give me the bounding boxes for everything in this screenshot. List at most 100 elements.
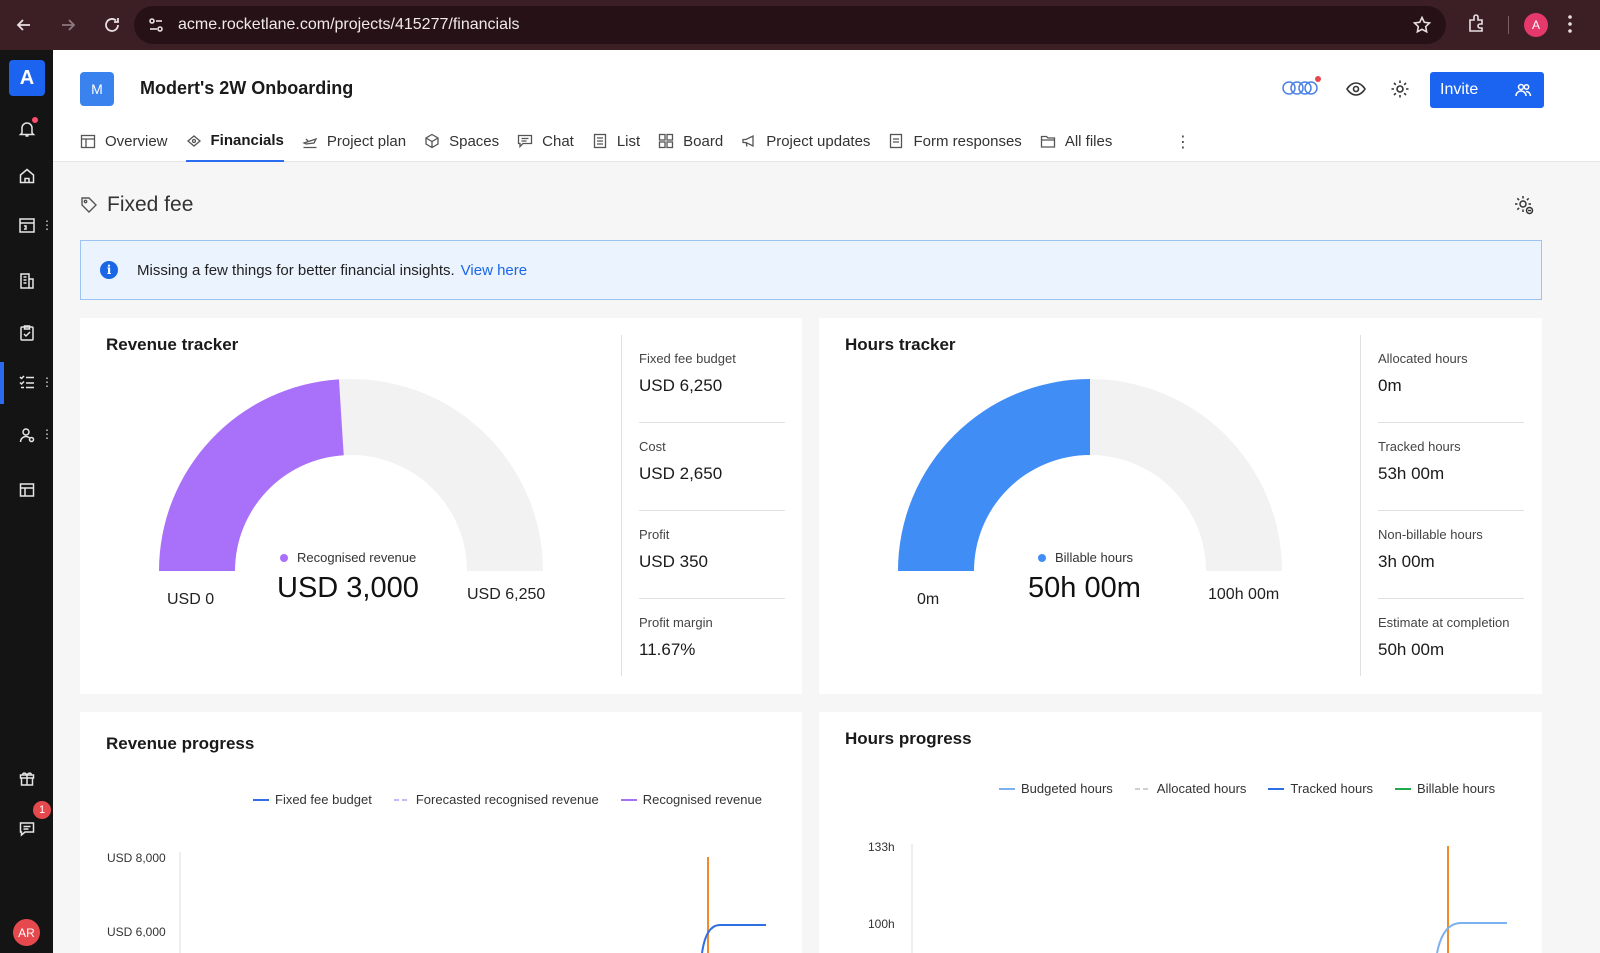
app-sidebar: A ⋮ ⋮ ⋮ 1 AR (0, 50, 53, 953)
y-tick-label: 100h (868, 917, 895, 931)
tab-project-plan[interactable]: Project plan (302, 122, 406, 160)
eye-icon[interactable] (1345, 78, 1367, 100)
revenue-tracker-title: Revenue tracker (106, 335, 239, 354)
view-here-link[interactable]: View here (460, 261, 528, 279)
gauge-min-label: 0m (917, 591, 940, 608)
stat-tracked-hours: Tracked hours 53h 00m (1378, 423, 1524, 511)
browser-menu-icon[interactable] (1568, 14, 1572, 39)
hours-tracker-title: Hours tracker (845, 335, 956, 354)
tab-label: Project plan (326, 132, 407, 150)
people-icon[interactable] (14, 422, 40, 448)
stat-label: Profit margin (639, 615, 713, 630)
legend-fixed-fee-budget[interactable]: Fixed fee budget (253, 792, 372, 807)
revenue-progress-card: Revenue progress Fixed fee budget Foreca… (80, 712, 802, 953)
add-people-icon (1515, 83, 1532, 97)
browser-profile-avatar[interactable]: A (1524, 13, 1548, 37)
notification-dot (31, 116, 39, 124)
projects-more-icon[interactable]: ⋮ (41, 218, 53, 232)
templates-icon[interactable] (14, 477, 40, 503)
feedback-chat-icon[interactable] (14, 816, 40, 842)
tab-list[interactable]: List (592, 122, 640, 160)
folder-icon (1040, 135, 1055, 148)
tab-form-responses[interactable]: Form responses (888, 122, 1022, 160)
arrow-right-icon (62, 19, 76, 31)
legend-forecasted-recognised-revenue[interactable]: Forecasted recognised revenue (393, 792, 599, 807)
y-tick-label: 133h (868, 840, 895, 854)
legend-swatch (253, 798, 269, 801)
billable-hours-value: 50h 00m (1028, 572, 1141, 604)
stat-allocated-hours: Allocated hours 0m (1378, 335, 1524, 423)
stat-label: Fixed fee budget (639, 351, 736, 366)
hours-gauge-fill (898, 379, 1090, 571)
checklist-more-icon[interactable]: ⋮ (41, 375, 53, 389)
legend-billable-hours[interactable]: Billable hours (1395, 781, 1495, 796)
more-tabs-icon[interactable]: ⋮ (1175, 134, 1191, 151)
stat-profit: Profit USD 350 (639, 511, 785, 599)
stat-non-billable-hours: Non-billable hours 3h 00m (1378, 511, 1524, 599)
hours-tracker-card: Hours tracker Billable hours 50h 00m 0m … (819, 318, 1542, 694)
settings-gear-icon[interactable] (1389, 78, 1411, 100)
team-members-icon[interactable] (1281, 78, 1319, 98)
reload-button[interactable] (92, 5, 132, 45)
recognised-revenue-value: USD 3,000 (277, 572, 419, 604)
legend-label: Billable hours (1417, 781, 1496, 796)
stat-value: USD 2,650 (639, 464, 723, 483)
tab-all-files[interactable]: All files (1040, 122, 1112, 160)
notifications-bell-icon[interactable] (14, 116, 40, 142)
tab-spaces[interactable]: Spaces (424, 122, 499, 160)
legend-dot (280, 553, 288, 562)
tab-financials[interactable]: Financials (185, 122, 284, 162)
tab-label: Overview (105, 132, 168, 150)
customers-building-icon[interactable] (14, 268, 40, 294)
app-logo[interactable]: A (9, 60, 45, 96)
projects-calendar-icon[interactable] (14, 212, 40, 238)
banner-message: Missing a few things for better financia… (137, 261, 455, 279)
tab-overview[interactable]: Overview (80, 122, 168, 160)
bookmark-star-icon[interactable] (1412, 15, 1432, 40)
tab-chat[interactable]: Chat (517, 122, 574, 160)
stat-label: Non-billable hours (1378, 527, 1483, 542)
checklist-icon[interactable] (14, 369, 40, 395)
people-more-icon[interactable]: ⋮ (41, 427, 53, 441)
project-tabs: Overview Financials Project plan Spaces … (80, 122, 1130, 162)
tab-label: Form responses (913, 132, 1022, 150)
tab-board[interactable]: Board (658, 122, 723, 160)
stat-value: 3h 00m (1378, 552, 1435, 571)
stat-value: USD 6,250 (639, 376, 723, 395)
calendar-icon (80, 134, 96, 149)
stat-value: 53h 00m (1378, 464, 1445, 483)
financial-settings-icon[interactable] (1513, 194, 1535, 216)
address-bar[interactable]: acme.rocketlane.com/projects/415277/fina… (134, 6, 1446, 44)
browser-toolbar: acme.rocketlane.com/projects/415277/fina… (0, 0, 1600, 50)
stat-label: Estimate at completion (1378, 615, 1510, 630)
site-settings-icon[interactable] (138, 7, 174, 43)
cube-icon (425, 133, 439, 149)
stat-label: Profit (639, 527, 670, 542)
gift-icon[interactable] (14, 765, 40, 791)
tab-label: Spaces (449, 132, 500, 150)
home-icon[interactable] (14, 163, 40, 189)
hours-gauge-legend: Billable hours (1038, 550, 1133, 565)
legend-recognised-revenue[interactable]: Recognised revenue (620, 792, 762, 807)
user-avatar[interactable]: AR (13, 919, 40, 946)
legend-budgeted-hours[interactable]: Budgeted hours (999, 781, 1113, 796)
legend-tracked-hours[interactable]: Tracked hours (1268, 781, 1373, 796)
legend-swatch (1268, 787, 1285, 790)
info-icon: i (100, 261, 118, 279)
gauge-min-label: USD 0 (167, 591, 215, 608)
url-text: acme.rocketlane.com/projects/415277/fina… (178, 16, 520, 33)
extensions-icon[interactable] (1466, 12, 1488, 39)
forward-button[interactable] (48, 5, 88, 45)
tasks-clipboard-icon[interactable] (14, 320, 40, 346)
section-title-text: Fixed fee (107, 193, 194, 216)
invite-button[interactable]: Invite (1430, 72, 1544, 108)
legend-allocated-hours[interactable]: Allocated hours (1134, 781, 1246, 796)
megaphone-icon (742, 134, 754, 148)
y-tick-label: USD 8,000 (107, 851, 166, 865)
tab-project-updates[interactable]: Project updates (741, 122, 870, 160)
legend-label: Fixed fee budget (275, 792, 372, 807)
legend-label: Recognised revenue (642, 792, 762, 807)
arrow-left-icon (16, 19, 30, 31)
back-button[interactable] (4, 5, 44, 45)
hours-stats: Allocated hours 0m Tracked hours 53h 00m… (1360, 335, 1540, 676)
